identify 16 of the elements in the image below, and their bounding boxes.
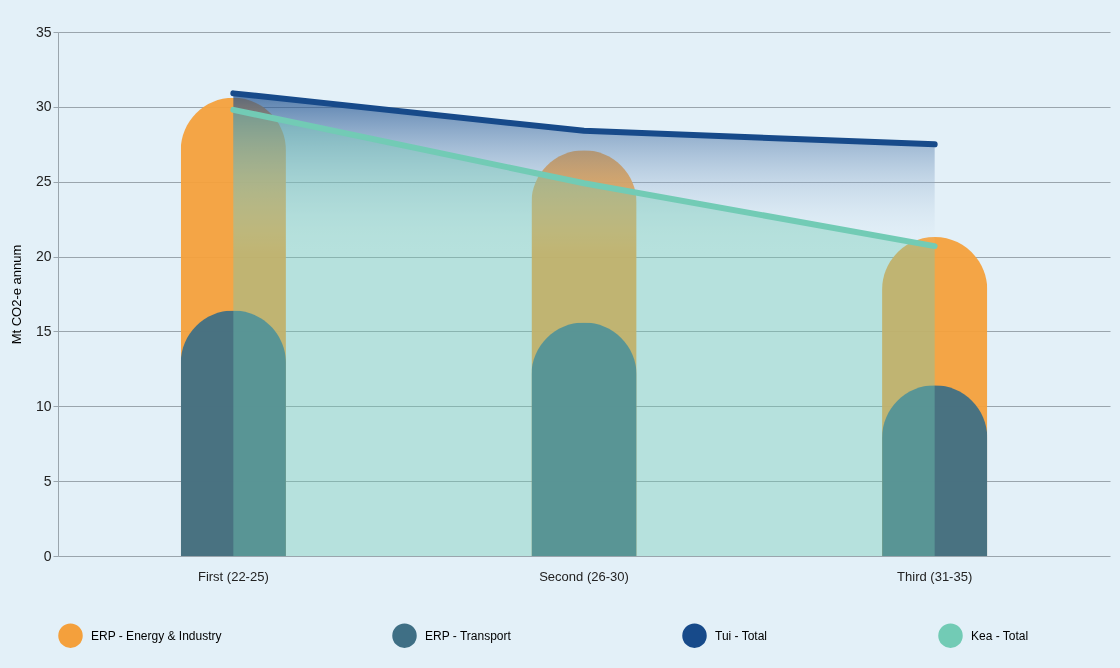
y-tick-label: 10 [35,397,52,414]
x-tick-label: Third (31-35) [897,568,973,584]
x-tick-label: First (22-25) [197,568,269,584]
y-tick-label: 25 [35,173,52,190]
legend-label: Tui - Total [715,628,768,643]
legend-label: ERP - Transport [425,628,512,643]
y-tick-label: 35 [35,23,52,40]
legend-label: Kea - Total [971,628,1029,643]
y-tick-label: 5 [43,472,52,489]
y-tick-label: 0 [43,547,52,564]
y-tick-label: 15 [35,322,52,339]
x-tick-label: Second (26-30) [539,568,629,584]
legend-label: ERP - Energy & Industry [91,628,222,643]
y-axis-title: Mt CO2-e annum [8,244,24,345]
y-tick-label: 30 [35,98,52,115]
y-tick-label: 20 [35,248,52,265]
